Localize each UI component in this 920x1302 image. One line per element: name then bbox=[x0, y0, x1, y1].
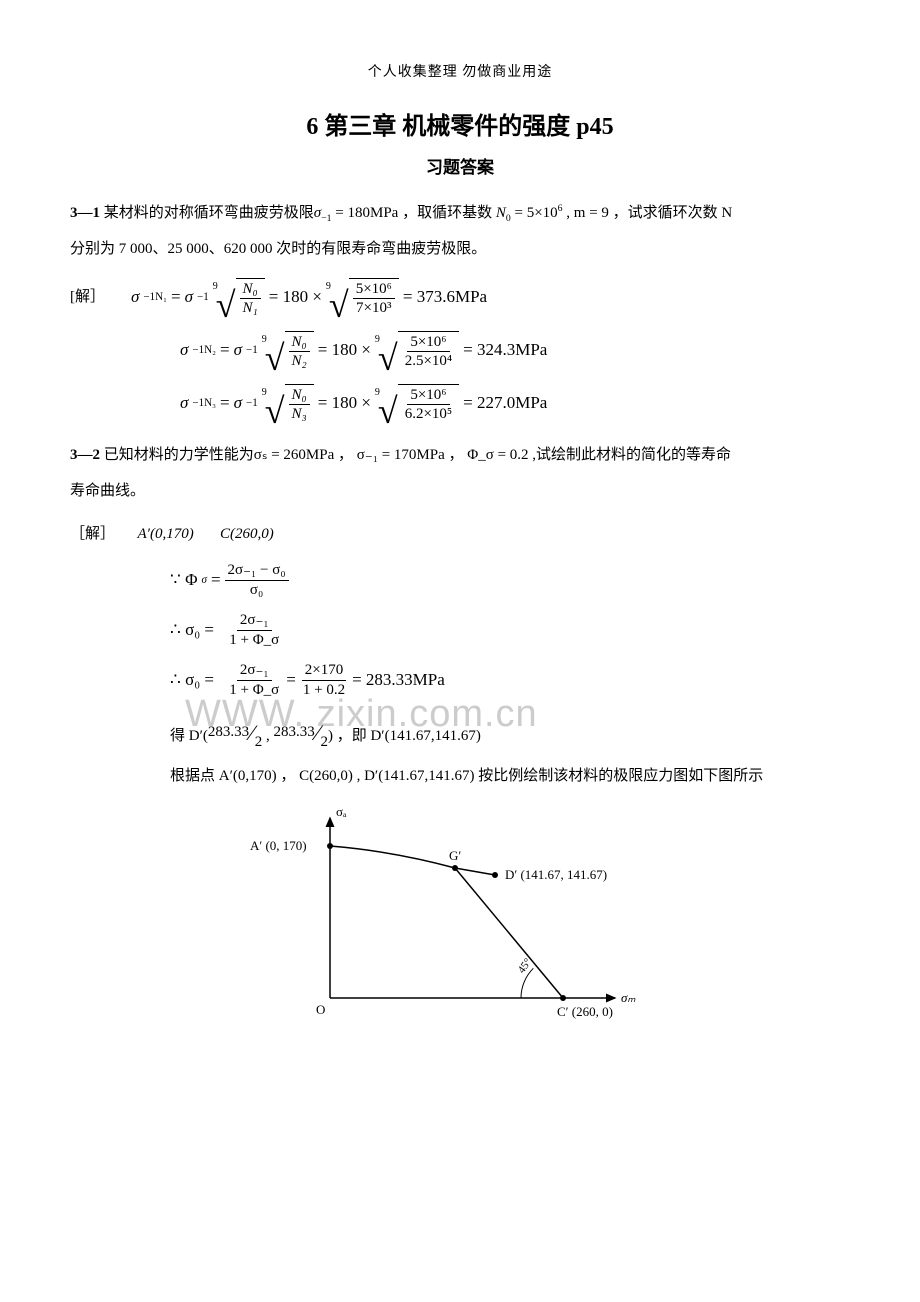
t: = 180 × bbox=[269, 284, 322, 310]
t: 283.33 bbox=[274, 724, 315, 740]
t: ∴ σ₀ = bbox=[170, 667, 214, 693]
page-subtitle: 习题答案 bbox=[70, 155, 850, 181]
t: 1 + Φ_σ bbox=[226, 681, 282, 699]
eq-s0-b: ∴ σ₀ = 2σ₋₁1 + Φ_σ = 2×1701 + 0.2 = 283.… bbox=[170, 662, 850, 698]
t: 1 + Φ_σ bbox=[226, 631, 282, 649]
problem-3-1-line1: 3—1 某材料的对称循环弯曲疲劳极限σ−1 = 180MPa ，取循环基数 N0… bbox=[70, 199, 850, 228]
eq-3-1-3: σ−1N₃ = σ−1 9 √ N₀N₃ = 180 × 9 √ 5×10⁶6.… bbox=[180, 384, 850, 423]
t: 2×170 bbox=[302, 662, 346, 681]
t: N₂ bbox=[289, 352, 310, 370]
eq-s0-a: ∴ σ₀ = 2σ₋₁1 + Φ_σ bbox=[170, 612, 850, 648]
t: 某材料的对称循环弯曲疲劳极限 bbox=[100, 205, 314, 221]
t: = 180 × bbox=[318, 390, 371, 416]
eq-3-1-2: σ−1N₂ = σ−1 9 √ N₀N₂ = 180 × 9 √ 5×10⁶2.… bbox=[180, 331, 850, 370]
t: A′(0,170) bbox=[138, 526, 194, 542]
t: 5×10⁶ bbox=[353, 281, 395, 300]
problem-3-1-line2: 分别为 7 000、25 000、620 000 次时的有限寿命弯曲疲劳极限。 bbox=[70, 235, 850, 264]
t: N₃ bbox=[289, 405, 310, 423]
t: = 5×10 bbox=[511, 205, 558, 221]
t: = 283.33MPa bbox=[352, 667, 445, 693]
t: ∴ σ₀ = bbox=[170, 617, 214, 643]
t: 2σ₋₁ bbox=[237, 662, 272, 681]
svg-text:C′ (260, 0): C′ (260, 0) bbox=[557, 1004, 613, 1019]
svg-text:G′: G′ bbox=[449, 848, 461, 863]
page-title: 6 第三章 机械零件的强度 p45 bbox=[70, 109, 850, 145]
problem-label: 3—2 bbox=[70, 447, 100, 463]
t: N bbox=[496, 205, 506, 221]
t: 试绘制此材料的简化的等寿命 bbox=[536, 447, 731, 463]
header-note: 个人收集整理 勿做商业用途 bbox=[70, 62, 850, 83]
t: 2σ₋₁ − σ₀ bbox=[225, 562, 289, 581]
t: 已知材料的力学性能为 bbox=[100, 447, 254, 463]
t: = 180 × bbox=[318, 337, 371, 363]
eq-phi: ∵ Φσ = 2σ₋₁ − σ₀σ₀ bbox=[170, 562, 850, 598]
svg-text:O: O bbox=[316, 1002, 325, 1017]
stress-diagram-svg: σₐ σₘ O A′ (0, 170) G′ D′ (141.67, 141.67) C′ … bbox=[245, 798, 675, 1038]
t: 2σ₋₁ bbox=[237, 612, 272, 631]
svg-text:A′ (0, 170): A′ (0, 170) bbox=[250, 838, 307, 853]
stress-diagram: σₐ σₘ O A′ (0, 170) G′ D′ (141.67, 141.67) C′ … bbox=[70, 798, 850, 1038]
t: 5×10⁶ bbox=[407, 334, 449, 353]
t: = 180MPa ，取循环基数 bbox=[332, 205, 496, 221]
svg-text:σₐ: σₐ bbox=[336, 804, 347, 819]
t: , bbox=[262, 728, 273, 744]
t: 得 D′( bbox=[170, 728, 208, 744]
t: N₀ bbox=[289, 334, 310, 353]
problem-label: 3—1 bbox=[70, 205, 100, 221]
t: 5×10⁶ bbox=[407, 387, 449, 406]
t: 6.2×10⁵ bbox=[402, 405, 455, 423]
t: , m = 9 ，试求循环次数 N bbox=[563, 205, 733, 221]
t: 283.33 bbox=[208, 724, 249, 740]
eq-3-1-1: [解］ σ−1N₁ = σ−1 9 √ N₀N₁ = 180 × 9 √ 5×1… bbox=[70, 278, 850, 317]
t: N₁ bbox=[240, 299, 261, 317]
t: C(260,0) bbox=[220, 526, 274, 542]
solution-label: [解］ bbox=[70, 286, 105, 309]
t: = 324.3MPa bbox=[463, 337, 547, 363]
problem-3-2-line1: 3—2 已知材料的力学性能为σₛ = 260MPa ， σ₋₁ = 170MPa… bbox=[70, 441, 850, 470]
final-text: 根据点 A′(0,170) ， C(260,0) , D′(141.67,141… bbox=[170, 762, 850, 791]
t: σₛ = 260MPa ， σ₋₁ = 170MPa ， Φ_σ = 0.2 , bbox=[254, 447, 536, 463]
svg-text:D′ (141.67, 141.67): D′ (141.67, 141.67) bbox=[505, 867, 607, 882]
t: ∵ Φ bbox=[170, 567, 198, 593]
problem-3-2-line2: 寿命曲线。 bbox=[70, 477, 850, 506]
t: σ₀ bbox=[247, 581, 266, 599]
solution-3-2-points: ［解］ A′(0,170) C(260,0) bbox=[70, 520, 850, 549]
t: = 227.0MPa bbox=[463, 390, 547, 416]
t: −1 bbox=[321, 213, 331, 224]
svg-text:σₘ: σₘ bbox=[621, 990, 636, 1005]
d-point-line: 得 D′(283.33⁄2 , 283.33⁄2) ，即 D′(141.67,1… bbox=[170, 712, 850, 754]
t: 1 + 0.2 bbox=[300, 681, 348, 699]
t: N₀ bbox=[240, 281, 261, 300]
t: ) ，即 D′(141.67,141.67) bbox=[328, 728, 481, 744]
t: = 373.6MPa bbox=[403, 284, 487, 310]
t: 7×10³ bbox=[353, 299, 394, 317]
solution-label: ［解］ bbox=[70, 526, 115, 542]
t: N₀ bbox=[289, 387, 310, 406]
t: 2.5×10⁴ bbox=[402, 352, 455, 370]
t: 2 bbox=[255, 734, 263, 750]
t: 2 bbox=[320, 734, 328, 750]
